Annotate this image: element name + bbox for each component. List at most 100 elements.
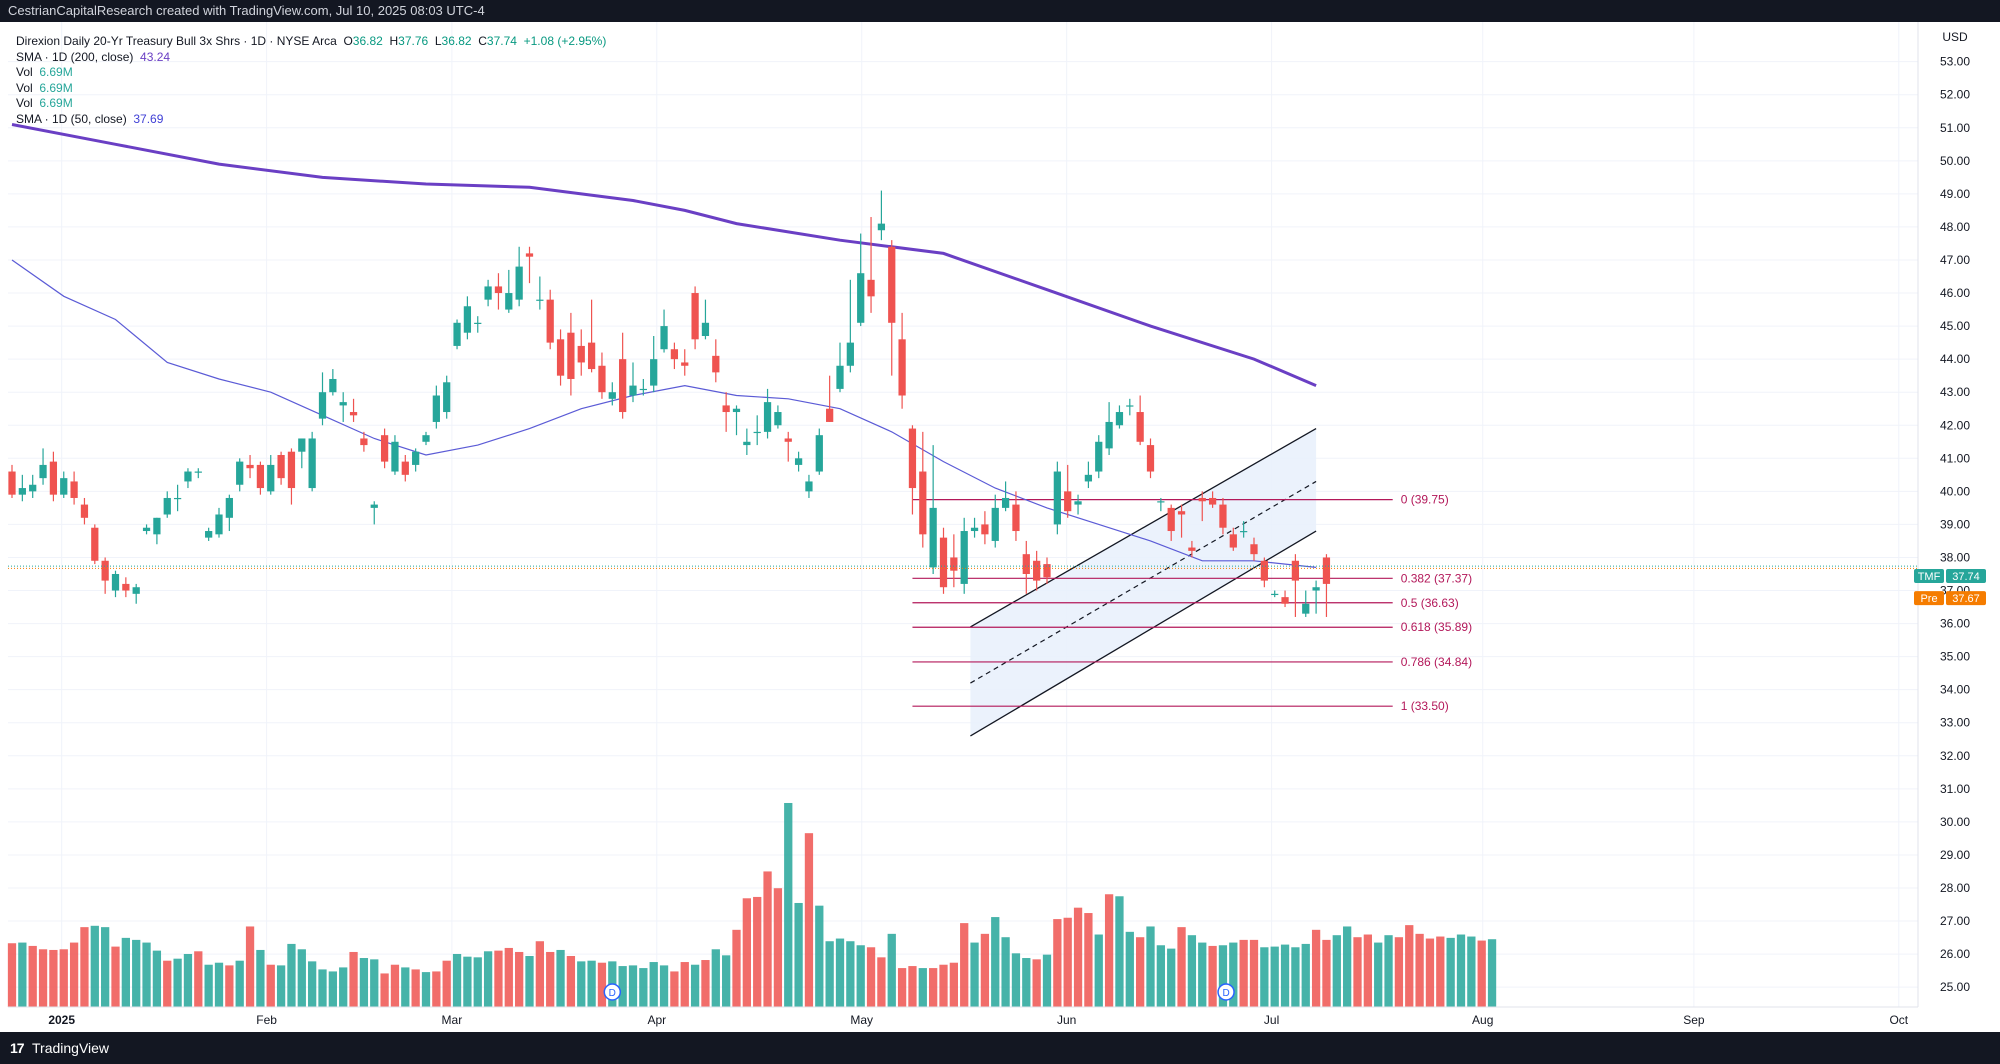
channel-median-line [970,480,1317,684]
candle-body [1260,560,1268,581]
volume-bar [659,965,669,1007]
dividend-marker-label: D [1222,988,1229,999]
candle-body [1095,441,1103,472]
volume-bar [1156,945,1165,1007]
volume-bar [1446,937,1455,1007]
candle-body [1219,504,1227,528]
volume-bar [121,937,130,1007]
legend-vol-row[interactable]: Vol 6.69M [16,96,606,112]
price-tick-label: 48.00 [1940,220,1970,234]
candle-body [184,471,192,482]
sma50-label: SMA · 1D (50, close) [16,111,127,126]
vol-label: Vol [16,96,33,110]
legend-symbol-row[interactable]: Direxion Daily 20-Yr Treasury Bull 3x Sh… [16,34,606,50]
candle-body [1033,560,1041,581]
candle-body [101,560,109,581]
volume-bar [1467,936,1476,1007]
fib-level-label: 0.786 (34.84) [1401,655,1472,669]
volume-bar [1022,958,1031,1007]
volume-bar [90,925,99,1007]
tradingview-brand[interactable]: TradingView [32,1040,110,1056]
volume-bar [276,965,286,1007]
volume-bar [1218,945,1228,1007]
volume-bar [132,939,141,1007]
candle-body [370,504,378,508]
candle-body [484,286,492,300]
volume-bar [1063,917,1072,1007]
volume-bar [949,962,958,1007]
candle-body [1322,557,1331,584]
volume-bar [784,802,793,1007]
candle-body [1177,511,1186,515]
volume-bar [1353,937,1362,1007]
volume-bar [442,960,451,1007]
candle-body [380,435,389,462]
price-tick-label: 42.00 [1940,418,1970,432]
price-tick-label: 38.00 [1940,550,1970,564]
volume-bar [38,949,48,1007]
volume-bar [960,923,969,1007]
fib-level-label: 0.5 (36.63) [1401,596,1459,610]
volume-bar [59,949,68,1007]
candle-body [1271,593,1279,596]
legend-sma200-row[interactable]: SMA · 1D (200, close) 43.24 [16,50,606,66]
candle-body [422,435,430,442]
volume-bar [452,953,462,1007]
volume-bar [401,967,410,1007]
volume-bar [670,971,679,1007]
volume-bar [380,973,389,1007]
candle-body [1291,560,1300,581]
price-tick-label: 39.00 [1940,517,1970,531]
volume-bar [1042,954,1052,1007]
volume-bar [204,964,213,1007]
candle-body [111,573,120,591]
candle-body [577,345,585,363]
candle-body [391,441,399,472]
volume-bar [846,941,855,1007]
time-tick-label: Oct [1889,1013,1908,1027]
candle-body [1208,497,1217,505]
volume-bar [1146,926,1155,1007]
price-tags: TMF 37.74 Pre 37.67 [1914,568,1986,606]
price-chart[interactable]: 0 (39.75) 0.382 (37.37) 0.5 (36.63) 0.618 (… [0,22,2000,1032]
time-axis[interactable]: 2025 Feb Mar Apr May Jun Jul Aug Sep Oct [8,1006,1918,1027]
candle-body [349,412,358,416]
channel-upper-line [970,427,1317,628]
candle-body [18,488,26,495]
legend-sma50-row[interactable]: SMA · 1D (50, close) 37.69 [16,112,606,128]
volume-bar [1011,953,1021,1007]
volume-bar [214,962,224,1007]
tradingview-logo-icon[interactable]: 17 [10,1040,25,1056]
volume-bar [794,902,803,1007]
candle-body [991,507,999,541]
candle-body [91,527,99,561]
candle-body [236,461,244,485]
volume-bar [742,898,751,1007]
price-tick-label: 27.00 [1940,914,1970,928]
price-axis[interactable]: USD 25.00 26.00 27.00 28.00 29.00 30.00 31.00 32… [1917,22,1970,1007]
candle-body [639,388,647,391]
volume-bar [339,967,348,1007]
price-tick-label: 53.00 [1940,55,1970,69]
candle-body [256,464,265,489]
footer-bar: 17 TradingView [0,1032,2000,1064]
candle-body [267,464,275,492]
volume-bar [49,949,58,1007]
legend-vol-row[interactable]: Vol 6.69M [16,65,606,81]
volume-bar [142,942,151,1007]
channel-lower-line [970,530,1317,737]
price-tick-label: 26.00 [1940,947,1970,961]
volume-bar [991,917,1000,1007]
candle-body [867,279,875,297]
legend-vol-row[interactable]: Vol 6.69M [16,81,606,97]
volume-bar [690,964,700,1007]
fibonacci-retracement[interactable]: 0 (39.75) 0.382 (37.37) 0.5 (36.63) 0.618 (… [912,493,1472,714]
candle-body [401,461,409,475]
dividend-marker-icon [603,983,622,1001]
candle-body [432,395,440,422]
volume-bar [1332,935,1341,1007]
time-tick-label: Apr [647,1013,666,1027]
parallel-channel[interactable] [970,427,1317,737]
price-tick-label: 51.00 [1940,121,1970,135]
candle-body [163,497,171,515]
